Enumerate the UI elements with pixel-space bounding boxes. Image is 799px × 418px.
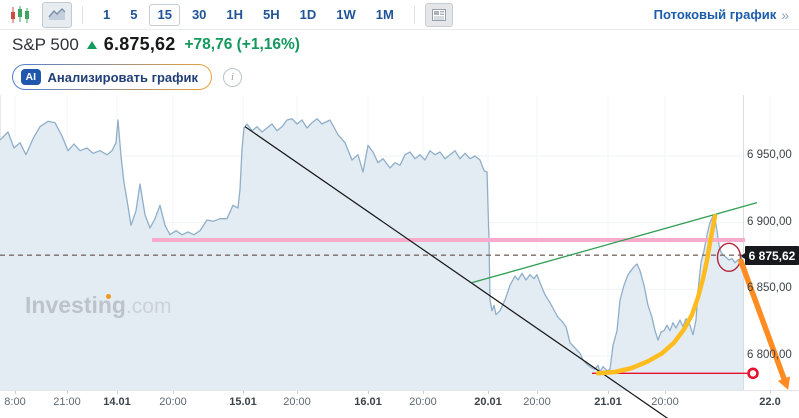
- price-chart[interactable]: Investing.com 6 875,62 6 950,00 6 900,00 6…: [0, 95, 799, 418]
- downtrend-line[interactable]: [244, 126, 669, 418]
- area-series-line: [0, 118, 744, 373]
- x-axis-label: 15.01: [229, 396, 257, 408]
- entry-ellipse[interactable]: [716, 242, 742, 273]
- x-axis-tick: [173, 391, 174, 394]
- instrument-name: S&P 500: [12, 34, 79, 54]
- timeframe-button-1m[interactable]: 1M: [375, 6, 394, 22]
- up-arrow-icon: [86, 40, 97, 49]
- x-axis-label: 20:00: [409, 396, 437, 408]
- quote-header: S&P 500 6.875,62 +78,76 (+1,16%): [0, 30, 799, 59]
- x-axis-tick: [15, 391, 16, 394]
- chevron-right-icon: »: [781, 6, 789, 23]
- y-axis-label: 6 800,00: [747, 348, 792, 361]
- change-percent: (+1,16%): [236, 35, 300, 53]
- x-axis-label: 21:00: [53, 396, 81, 408]
- x-axis-tick: [423, 391, 424, 394]
- x-axis-tick: [67, 391, 68, 394]
- timeframe-button-1d[interactable]: 1D: [299, 6, 317, 22]
- timeframe-button-5h[interactable]: 5H: [263, 6, 280, 22]
- x-axis-tick: [243, 391, 244, 394]
- area-chart-icon[interactable]: [42, 1, 72, 28]
- streaming-chart-link[interactable]: Потоковый график »: [654, 7, 789, 23]
- timeframe-button-5[interactable]: 5: [130, 6, 138, 22]
- toolbar-divider: [82, 5, 83, 24]
- ai-badge: AI: [21, 69, 41, 85]
- timeframe-button-1w[interactable]: 1W: [336, 6, 356, 22]
- x-axis-tick: [488, 391, 489, 394]
- x-axis-tick: [117, 391, 118, 394]
- toolbar-divider-2: [413, 5, 415, 24]
- streaming-chart-label: Потоковый график: [653, 7, 777, 22]
- timeframe-button-1[interactable]: 1: [103, 6, 111, 22]
- x-axis-label: 16.01: [354, 396, 382, 408]
- y-axis-label: 6 900,00: [747, 215, 792, 228]
- y-axis-label: 6 850,00: [747, 282, 792, 295]
- forecast-arrow-shaft[interactable]: [738, 258, 787, 382]
- x-axis-tick: [297, 391, 298, 394]
- chart-canvas[interactable]: [0, 95, 799, 418]
- x-axis-tick: [608, 391, 609, 394]
- x-axis-tick: [537, 391, 538, 394]
- x-axis-label: 8:00: [4, 396, 26, 408]
- x-axis-label: 20:00: [651, 396, 679, 408]
- area-series-fill: [0, 118, 743, 390]
- last-price-tag: 6 875,62: [741, 246, 799, 265]
- x-axis-label: 22.0: [759, 396, 781, 408]
- x-axis-tick: [770, 391, 771, 394]
- x-axis-label: 14.01: [103, 396, 131, 408]
- x-axis-tick: [368, 391, 369, 394]
- chart-toolbar: 1 5 15 30 1H 5H 1D 1W 1M Потоковый график »: [0, 0, 799, 30]
- x-axis-label: 20:00: [283, 396, 311, 408]
- x-axis-label: 20:00: [523, 396, 551, 408]
- timeframe-button-1h[interactable]: 1H: [226, 6, 244, 22]
- x-axis-tick: [665, 391, 666, 394]
- candlestick-chart-icon[interactable]: [8, 4, 34, 26]
- timeframe-button-30[interactable]: 30: [191, 6, 207, 22]
- x-axis-label: 21.01: [594, 396, 622, 408]
- x-axis-label: 20.01: [474, 396, 502, 408]
- y-axis-label: 6 950,00: [747, 149, 792, 161]
- uptrend-line[interactable]: [471, 202, 758, 284]
- ai-row: AI Анализировать график i: [0, 59, 799, 95]
- timeframe-button-15[interactable]: 15: [149, 3, 180, 26]
- x-axis-label: 20:00: [159, 396, 187, 408]
- analyze-chart-button[interactable]: AI Анализировать график: [12, 64, 212, 90]
- target-ring[interactable]: [747, 367, 759, 380]
- forecast-arrow-head[interactable]: [777, 376, 791, 390]
- last-price: 6.875,62: [103, 34, 176, 54]
- price-change: +78,76 (+1,16%): [184, 36, 299, 54]
- news-layout-icon[interactable]: [424, 2, 453, 27]
- change-absolute: +78,76: [184, 35, 233, 53]
- momentum-curve[interactable]: [595, 213, 718, 376]
- info-icon[interactable]: i: [223, 67, 243, 87]
- timeframe-row: 1 5 15 30 1H 5H 1D 1W 1M: [93, 3, 404, 26]
- analyze-chart-label: Анализировать график: [47, 69, 199, 85]
